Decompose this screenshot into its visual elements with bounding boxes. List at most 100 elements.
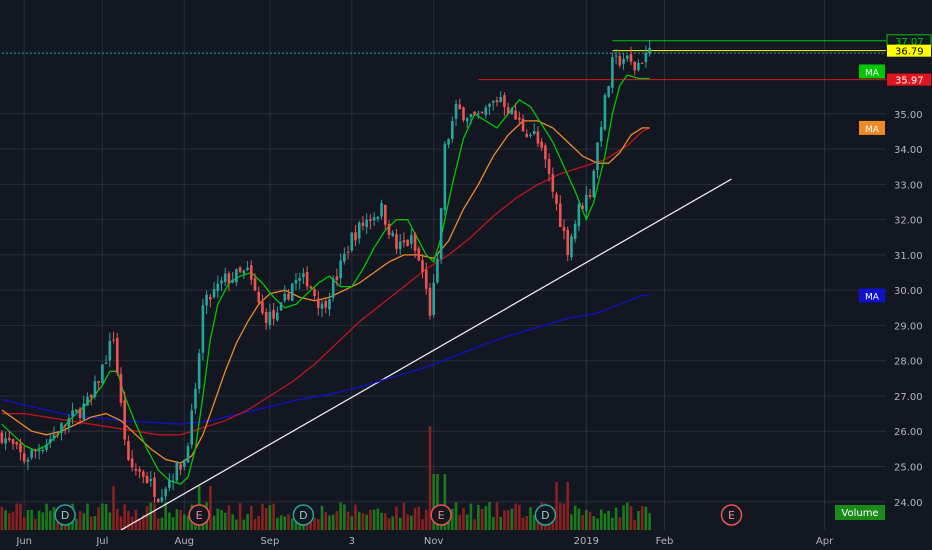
volume-bar [34, 519, 37, 530]
volume-bar [168, 512, 171, 530]
earnings-marker[interactable]: E [430, 504, 452, 526]
ma-tag-text: MA [865, 68, 880, 78]
candle-body [4, 438, 7, 444]
candle-body [268, 311, 272, 325]
volume-bar [376, 508, 380, 530]
volume-bar [153, 503, 156, 530]
candle-body [380, 203, 383, 217]
candle-body [246, 267, 249, 271]
trendline[interactable] [120, 178, 732, 531]
event-label: D [299, 509, 307, 522]
candle-body [316, 298, 320, 308]
price-axis[interactable]: 24.00 25.00 26.00 27.00 28.00 29.00 30.00 31.00… [894, 110, 923, 509]
candle-body [212, 289, 216, 298]
volume-bar [570, 514, 573, 530]
y-tick-label: 26.00 [894, 427, 923, 438]
earnings-marker[interactable]: E [720, 504, 743, 526]
volume-bar [112, 486, 115, 530]
volume-bar [328, 515, 331, 530]
candle-body [22, 453, 26, 462]
grid [0, 0, 886, 530]
volume-legend[interactable]: Volume [835, 505, 885, 520]
candle-body [26, 459, 30, 462]
volume-bar [633, 519, 637, 530]
candle-body [365, 219, 368, 228]
candle-body [491, 101, 495, 103]
volume-bar [406, 514, 409, 530]
candle-body [223, 273, 227, 282]
dividend-marker[interactable]: D [292, 504, 315, 526]
volume-bar [354, 504, 357, 530]
volume-bar [495, 502, 499, 530]
ma-long-line [1, 294, 650, 425]
candle-body [544, 145, 547, 160]
price-tag-box [887, 73, 931, 86]
volume-bar [216, 508, 220, 530]
dividend-marker[interactable]: D [54, 504, 76, 526]
candle-body [313, 289, 316, 297]
event-circle [430, 504, 452, 526]
event-label: E [438, 509, 445, 522]
candle-body [558, 203, 562, 228]
candle-body [436, 258, 439, 283]
volume-bar [279, 515, 283, 530]
volume-bar [454, 502, 458, 530]
y-tick-label: 24.00 [894, 498, 923, 509]
price-tag-text: 37.07 [895, 37, 924, 48]
volume-bar [212, 515, 216, 530]
horizontal-lines[interactable] [1, 40, 886, 81]
volume-bar [577, 508, 581, 530]
candle-body [34, 450, 37, 452]
volume-bar [41, 512, 45, 530]
candle-body [179, 464, 182, 470]
volume-bar [4, 510, 7, 530]
event-markers[interactable]: D E D E D E Volume [54, 504, 885, 526]
candlesticks [0, 39, 651, 504]
volume-bar [491, 517, 495, 530]
volume-bar [462, 508, 465, 530]
candle-body [577, 203, 581, 227]
candle-body [78, 408, 82, 418]
price-tag-text: 35.97 [895, 76, 924, 87]
candle-body [417, 248, 421, 261]
candle-body [197, 353, 201, 389]
volume-bar [372, 509, 376, 530]
volume-bar [614, 507, 618, 530]
volume-bar [395, 506, 398, 530]
candle-body [588, 195, 592, 197]
volume-bar [115, 508, 119, 530]
dividend-marker[interactable]: D [534, 504, 557, 526]
candle-body [614, 55, 618, 57]
support-trendline[interactable] [120, 178, 732, 531]
candle-body [52, 434, 56, 438]
volume-bar [335, 511, 339, 530]
event-label: D [61, 509, 69, 522]
candle-body [149, 479, 153, 481]
volume-bar [268, 505, 272, 530]
earnings-marker[interactable]: E [188, 504, 210, 526]
candle-body [518, 117, 521, 120]
candle-body [320, 303, 324, 309]
candle-body [201, 305, 205, 353]
candle-body [506, 107, 510, 114]
candle-body [406, 239, 409, 246]
candle-body [499, 97, 503, 102]
volume-bar [246, 514, 249, 530]
candle-body [529, 134, 532, 136]
volume-bar [179, 509, 182, 530]
volume-bar [380, 512, 383, 530]
candle-body [328, 299, 331, 310]
time-axis[interactable]: Jun Jul Aug Sep 3 Nov 2019 Feb Apr [0, 530, 886, 550]
event-label: D [541, 509, 549, 522]
candle-body [477, 113, 480, 115]
candle-body [89, 394, 93, 398]
candle-body [153, 477, 156, 497]
volume-bar [220, 509, 223, 530]
volume-bar [558, 502, 562, 530]
volume-bar [585, 509, 588, 530]
candle-body [469, 114, 473, 117]
candle-body [8, 437, 11, 441]
event-label: E [728, 509, 735, 522]
volume-bar [428, 426, 432, 530]
